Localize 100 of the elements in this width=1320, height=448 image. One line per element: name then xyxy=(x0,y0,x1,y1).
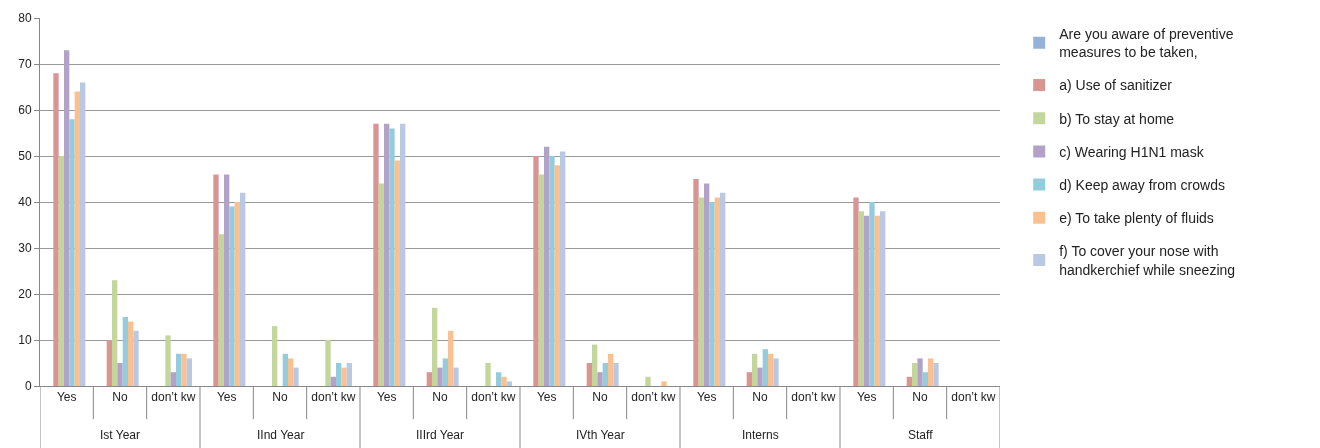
bar xyxy=(432,307,438,386)
bar xyxy=(288,358,294,386)
legend-label: Are you aware of preventive measures to be taken, xyxy=(1059,26,1234,61)
text: IIIrd Year xyxy=(416,428,465,442)
bar xyxy=(554,165,560,386)
bar xyxy=(325,340,331,386)
text: Ist Year xyxy=(100,428,141,442)
bar xyxy=(128,321,134,386)
bar xyxy=(117,363,123,386)
legend-label: e) To take plenty of fluids xyxy=(1059,210,1214,227)
bar xyxy=(165,335,171,386)
bar xyxy=(80,82,86,386)
bar xyxy=(560,151,566,386)
bar xyxy=(906,376,912,386)
bar xyxy=(234,202,240,386)
bar xyxy=(133,330,139,386)
x-tick-label: No xyxy=(592,390,608,405)
bar xyxy=(608,353,614,386)
bar xyxy=(869,202,875,386)
bar xyxy=(858,211,864,386)
bar xyxy=(442,358,448,386)
x-tick-label: don’t kw xyxy=(471,390,516,405)
bar xyxy=(389,128,395,386)
bar xyxy=(282,353,288,386)
bar xyxy=(384,123,390,386)
y-tick-label: 50 xyxy=(18,149,32,164)
bar xyxy=(602,363,608,386)
bar xyxy=(448,330,454,386)
bar xyxy=(549,156,555,386)
bar xyxy=(213,174,219,386)
bar xyxy=(122,317,128,386)
y-tick-label: 70 xyxy=(18,57,32,72)
bar xyxy=(293,367,299,386)
bar xyxy=(922,372,928,386)
x-tick-label: No xyxy=(752,390,768,405)
bar xyxy=(597,372,603,386)
x-tick-label: No xyxy=(432,390,448,405)
bar xyxy=(378,183,384,386)
bar xyxy=(373,123,379,386)
legend-label: a) Use of sanitizer xyxy=(1059,77,1173,94)
bar xyxy=(106,340,112,386)
y-tick-label: 20 xyxy=(18,287,32,302)
bar xyxy=(53,73,59,386)
y-tick-label: 80 xyxy=(18,11,32,26)
bar xyxy=(661,381,667,386)
bar xyxy=(496,372,502,386)
y-tick-label: 10 xyxy=(18,333,32,348)
bar xyxy=(720,192,726,386)
x-tick-label: don’t kw xyxy=(951,390,996,405)
bar xyxy=(74,91,80,386)
bar xyxy=(645,376,651,386)
text: IInd Year xyxy=(257,428,305,442)
bar xyxy=(544,146,550,386)
legend-label: c) Wearing H1N1 mask xyxy=(1059,143,1205,160)
bar xyxy=(773,358,779,386)
bar xyxy=(768,353,774,386)
y-tick-label: 0 xyxy=(24,379,32,394)
x-tick-label: Yes xyxy=(856,390,877,405)
legend-label: d) Keep away from crowds xyxy=(1059,177,1225,194)
legend-label: f) To cover your nose with handkerchief while sneezing xyxy=(1059,243,1236,278)
bar xyxy=(864,215,870,386)
bar xyxy=(218,234,224,386)
bar xyxy=(538,174,544,386)
bar xyxy=(762,349,768,386)
bar xyxy=(693,179,699,386)
y-tick-label: 40 xyxy=(18,195,32,210)
legend-label: b) To stay at home xyxy=(1059,110,1175,127)
text: Staff xyxy=(908,428,934,442)
x-tick-label: don’t kw xyxy=(631,390,676,405)
y-tick-label: 30 xyxy=(18,241,32,256)
text: IVth Year xyxy=(576,428,625,442)
bar xyxy=(592,344,598,386)
bar xyxy=(176,353,182,386)
x-tick-label: don’t kw xyxy=(151,390,196,405)
bar xyxy=(186,358,192,386)
bar xyxy=(453,367,459,386)
bar xyxy=(330,376,336,386)
x-tick-label: Yes xyxy=(56,390,77,405)
bar xyxy=(928,358,934,386)
bar xyxy=(613,363,619,386)
bar xyxy=(336,363,342,386)
x-tick-label: Yes xyxy=(376,390,397,405)
bar xyxy=(112,280,118,386)
bar xyxy=(170,372,176,386)
bar xyxy=(880,211,886,386)
bar xyxy=(752,353,758,386)
bar xyxy=(181,353,187,386)
x-tick-label: Yes xyxy=(536,390,557,405)
bar xyxy=(853,197,859,386)
x-tick-label: Yes xyxy=(696,390,717,405)
bar xyxy=(506,381,512,386)
bar xyxy=(501,376,507,386)
x-tick-label: Yes xyxy=(216,390,237,405)
bar xyxy=(874,215,880,386)
bar xyxy=(240,192,246,386)
x-tick-label: don’t kw xyxy=(311,390,356,405)
bar xyxy=(917,358,923,386)
bar xyxy=(714,197,720,386)
bar xyxy=(757,367,763,386)
bar xyxy=(912,363,918,386)
